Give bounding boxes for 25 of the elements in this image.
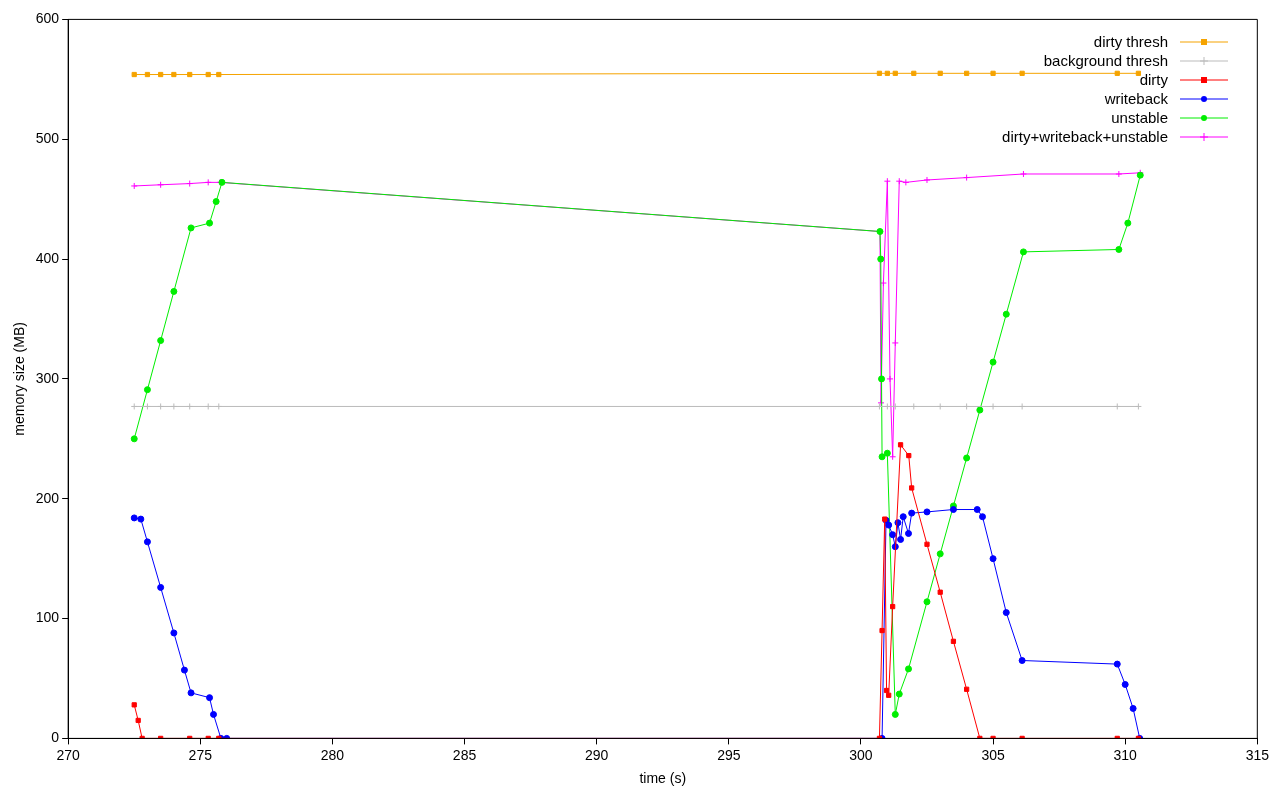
x-tick-label: 315	[1245, 746, 1270, 763]
y-tick-label: 100	[35, 609, 60, 626]
y-tick-label: 600	[35, 10, 60, 27]
y-tick-label: 400	[35, 249, 60, 266]
x-tick-label: 300	[849, 746, 873, 763]
y-tick-label: 500	[35, 130, 60, 147]
x-tick-label: 270	[56, 746, 81, 763]
x-tick-label: 295	[717, 746, 741, 763]
x-tick-label: 305	[981, 746, 1005, 763]
legend-label: dirty thresh	[1093, 33, 1168, 50]
x-axis-title: time (s)	[639, 770, 687, 787]
x-tick-label: 275	[188, 746, 213, 763]
x-tick-label: 280	[320, 746, 345, 763]
legend-label: dirty+writeback+unstable	[1002, 128, 1168, 145]
x-tick-label: 310	[1113, 746, 1138, 763]
x-tick-label: 285	[452, 746, 477, 763]
legend-label: background thresh	[1043, 52, 1168, 69]
y-tick-label: 300	[35, 369, 60, 386]
legend-label: dirty	[1139, 71, 1168, 88]
legend-label: writeback	[1104, 90, 1168, 107]
y-axis-title: memory size (MB)	[11, 322, 28, 436]
y-tick-label: 0	[51, 729, 60, 746]
y-tick-label: 200	[35, 489, 60, 506]
legend-label: unstable	[1111, 109, 1168, 126]
x-tick-label: 290	[585, 746, 609, 763]
